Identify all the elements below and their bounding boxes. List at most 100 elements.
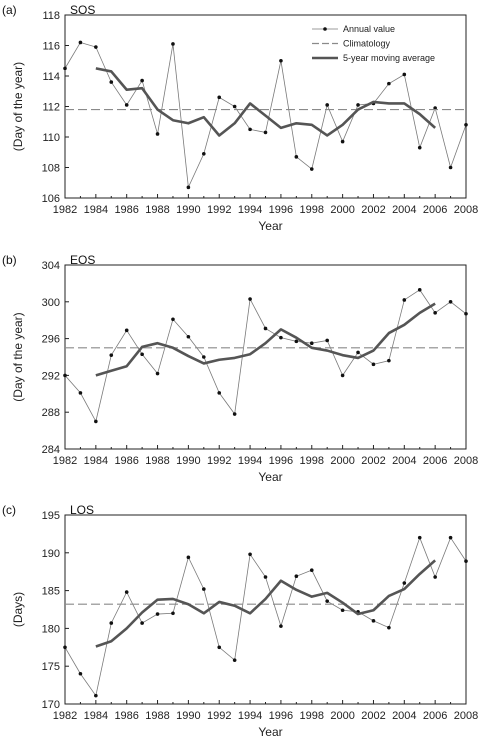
x-tick-label: 1986	[114, 455, 138, 467]
x-tick-label: 2004	[392, 455, 416, 467]
annual-value-point	[279, 624, 283, 628]
x-tick-label: 1992	[207, 455, 231, 467]
x-tick-label: 2006	[423, 455, 447, 467]
y-tick-label: 195	[42, 510, 60, 522]
annual-value-point	[325, 599, 329, 603]
x-tick-label: 1992	[207, 710, 231, 722]
annual-value-point	[155, 371, 160, 376]
x-tick-label: 1984	[84, 710, 108, 722]
annual-value-point	[263, 130, 268, 135]
y-tick-label: 170	[42, 699, 60, 711]
x-tick-label: 2008	[454, 710, 478, 722]
x-tick-label: 2006	[423, 710, 447, 722]
x-tick-label: 1986	[114, 710, 138, 722]
annual-value-point	[340, 139, 345, 144]
annual-value-point	[263, 575, 268, 579]
moving-average-line	[95, 302, 436, 377]
x-tick-label: 1994	[238, 204, 262, 216]
annual-value-point	[248, 297, 252, 301]
annual-value-point	[433, 311, 437, 315]
annual-value-point	[387, 81, 391, 86]
annual-value-point	[94, 419, 98, 424]
moving-average-line	[95, 559, 437, 648]
panel-title: EOS	[70, 253, 95, 267]
x-tick-label: 1994	[238, 455, 262, 467]
x-tick-label: 2000	[330, 455, 354, 467]
annual-value-point	[356, 350, 360, 355]
annual-value-point	[140, 78, 144, 83]
y-tick-label: 190	[42, 548, 60, 560]
x-axis-label: Year	[258, 219, 282, 233]
annual-value-point	[279, 58, 283, 63]
annual-value-point	[124, 103, 129, 107]
x-tick-label: 2004	[392, 710, 416, 722]
annual-value-point	[124, 328, 129, 333]
annual-value-point	[217, 391, 222, 395]
y-tick-label: 108	[42, 163, 60, 175]
x-tick-label: 2008	[454, 204, 478, 216]
annual-value-point	[294, 155, 299, 159]
x-tick-label: 1988	[145, 455, 169, 467]
annual-value-point	[171, 317, 175, 322]
y-tick-label: 112	[42, 102, 60, 114]
annual-value-point	[109, 353, 114, 357]
annual-value-point	[202, 587, 206, 591]
annual-value-point	[356, 103, 360, 107]
chart-panel-2: 1982 1984 1986 1988 1990 1992 1994 1996 1998 2000…	[2, 253, 478, 484]
annual-value-point	[232, 658, 237, 662]
x-tick-label: 2002	[361, 455, 385, 467]
y-axis-label: (Day of the year)	[11, 62, 25, 151]
y-tick-label: 114	[42, 71, 60, 83]
y-tick-label: 288	[42, 407, 60, 419]
annual-value-point	[140, 621, 144, 625]
annual-value-point	[94, 45, 98, 49]
annual-value-point	[78, 40, 83, 45]
x-tick-label: 2000	[330, 710, 354, 722]
annual-value-point	[186, 185, 191, 190]
y-tick-label: 292	[42, 370, 60, 382]
y-tick-label: 110	[42, 132, 60, 144]
annual-value-point	[433, 106, 437, 110]
x-tick-label: 1988	[145, 204, 169, 216]
annual-value-point	[109, 621, 114, 625]
x-tick-label: 1982	[53, 204, 77, 216]
annual-value-point	[263, 326, 268, 331]
x-tick-label: 1996	[269, 455, 293, 467]
x-tick-label: 1986	[114, 204, 138, 216]
panel-tag: (c)	[2, 503, 16, 517]
annual-value-point	[340, 608, 345, 613]
annual-value-point	[202, 151, 206, 156]
chart-panel-3: 1982 1984 1986 1988 1990 1992 1994 1996 1998 2000…	[2, 503, 478, 739]
annual-value-point	[371, 362, 376, 367]
annual-value-point	[248, 552, 252, 557]
annual-value-point	[387, 625, 391, 630]
x-tick-label: 2006	[423, 204, 447, 216]
annual-value-point	[217, 95, 222, 100]
x-tick-label: 1996	[269, 204, 293, 216]
annual-value-point	[387, 358, 391, 363]
annual-value-point	[309, 167, 314, 171]
x-tick-label: 1990	[176, 455, 200, 467]
x-tick-label: 1984	[84, 204, 108, 216]
x-tick-label: 2008	[454, 455, 478, 467]
annual-value-point	[433, 575, 437, 579]
annual-value-point	[402, 72, 407, 77]
annual-value-point	[63, 373, 67, 378]
annual-value-point	[140, 352, 144, 357]
x-tick-label: 1992	[207, 204, 231, 216]
x-tick-label: 1982	[53, 455, 77, 467]
annual-value-point	[464, 311, 468, 316]
annual-value-point	[78, 391, 83, 395]
y-tick-label: 180	[42, 623, 60, 635]
annual-value-point	[232, 104, 237, 109]
moving-average-line	[95, 67, 437, 137]
x-tick-label: 2002	[361, 710, 385, 722]
annual-value-point	[94, 693, 98, 698]
annual-value-point	[325, 103, 329, 107]
annual-value-line	[64, 536, 467, 697]
plot-frame	[64, 14, 467, 199]
legend-swatch-annual-dot	[323, 27, 327, 31]
x-tick-label: 1996	[269, 710, 293, 722]
annual-value-point	[448, 300, 453, 304]
x-axis-label: Year	[258, 725, 282, 739]
